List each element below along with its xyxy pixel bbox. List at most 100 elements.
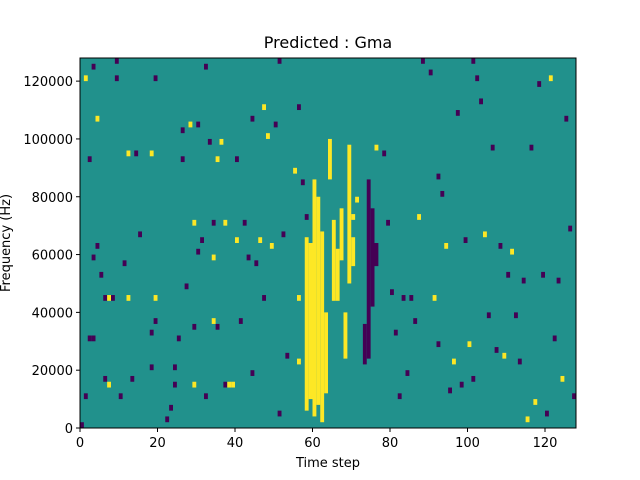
heatmap-cell [277, 410, 282, 417]
heatmap-cell [452, 358, 456, 365]
heatmap-cell [211, 318, 216, 324]
heatmap-cell [273, 121, 278, 128]
heatmap-cell [413, 318, 418, 324]
heatmap-cell [304, 214, 309, 220]
heatmap-cell [149, 150, 154, 157]
heatmap-cell [215, 156, 220, 163]
x-tick-label: 60 [304, 436, 321, 451]
x-tick-label: 20 [149, 436, 166, 451]
heatmap-streak [320, 231, 325, 423]
heatmap-cell [537, 81, 542, 87]
heatmap-streak [347, 144, 352, 284]
heatmap-streak [351, 237, 356, 267]
heatmap-cell [107, 295, 111, 301]
heatmap-cell [235, 237, 239, 243]
heatmap-cell [169, 404, 173, 411]
heatmap-cell [498, 243, 503, 249]
heatmap-streak [308, 243, 313, 400]
heatmap-cell [475, 75, 480, 82]
heatmap-cell [382, 150, 387, 157]
heatmap-cell [351, 214, 356, 220]
heatmap-cell [95, 115, 100, 122]
heatmap-cell [122, 260, 127, 267]
heatmap-cell [153, 75, 158, 82]
heatmap-streak [312, 179, 317, 417]
heatmap-cell [297, 358, 301, 365]
heatmap-cell [560, 375, 565, 382]
heatmap-cell [196, 248, 201, 255]
heatmap-cell [483, 231, 487, 238]
heatmap-cell [91, 335, 96, 342]
heatmap-cell [293, 167, 297, 174]
heatmap-cell [80, 422, 84, 428]
heatmap-cell [126, 150, 131, 157]
heatmap-cell [428, 69, 433, 76]
heatmap-cell [432, 295, 437, 301]
y-axis: 0 20000 40000 60000 80000 100000 120000 [23, 75, 80, 437]
heatmap-cell [393, 329, 398, 336]
heatmap-cell [552, 335, 557, 342]
heatmap-cell [541, 271, 545, 278]
heatmap-cell [390, 289, 394, 296]
heatmap-cell [510, 248, 514, 255]
y-tick-label: 60000 [32, 249, 73, 264]
x-axis-label: Time step [295, 456, 360, 471]
heatmap-cell [227, 381, 232, 388]
heatmap-cell [564, 115, 569, 122]
heatmap-cell [254, 260, 259, 267]
heatmap-cell [114, 75, 119, 82]
plot-area [79, 57, 577, 429]
heatmap-cell [103, 375, 108, 382]
heatmap-cell [91, 63, 96, 70]
heatmap-cell [533, 399, 538, 405]
y-tick-label: 100000 [23, 133, 73, 148]
heatmap-cell [130, 375, 135, 382]
heatmap-cell [297, 104, 301, 111]
heatmap-cell [548, 75, 553, 82]
heatmap-cell [215, 323, 220, 330]
heatmap-cell [517, 358, 522, 365]
heatmap-cell [173, 381, 177, 388]
heatmap-cell [502, 352, 507, 359]
heatmap-cell [300, 179, 305, 186]
x-tick-label: 100 [455, 436, 480, 451]
heatmap-cell [196, 121, 201, 128]
heatmap-cell [204, 63, 208, 70]
heatmap-cell [165, 416, 170, 423]
heatmap-cell [572, 393, 576, 400]
heatmap-cell [269, 243, 274, 249]
heatmap-cell [107, 381, 111, 388]
heatmap-cell [134, 150, 139, 157]
heatmap-cell [192, 381, 197, 388]
heatmap-cell [506, 271, 511, 278]
heatmap-streak [370, 208, 375, 307]
heatmap-streak [335, 248, 340, 301]
heatmap-cell [192, 323, 197, 330]
y-tick-label: 120000 [23, 75, 73, 90]
heatmap-cell [99, 271, 104, 278]
heatmap-cell [250, 370, 255, 376]
heatmap-cell [95, 243, 100, 249]
heatmap-cell [235, 156, 239, 163]
x-tick-label: 120 [533, 436, 558, 451]
heatmap-cell [91, 254, 96, 261]
heatmap-cell [176, 335, 181, 342]
heatmap-cell [545, 410, 549, 417]
heatmap-cell [479, 98, 483, 105]
heatmap-cell [397, 393, 402, 400]
heatmap-cell [180, 156, 185, 163]
heatmap-streak [362, 323, 367, 365]
heatmap-cell [556, 277, 561, 284]
plot-frame [79, 57, 577, 429]
heatmap-cell [83, 75, 88, 82]
heatmap-cell [258, 237, 263, 243]
heatmap-cell [471, 58, 476, 64]
heatmap-cell [114, 58, 119, 64]
heatmap-cell [83, 393, 88, 400]
heatmap-cell [242, 219, 247, 226]
heatmap-cell [180, 127, 185, 134]
heatmap-cell [374, 144, 379, 151]
heatmap-cell [444, 243, 449, 249]
heatmap-cell [149, 329, 154, 336]
heatmap-cell [355, 196, 359, 203]
